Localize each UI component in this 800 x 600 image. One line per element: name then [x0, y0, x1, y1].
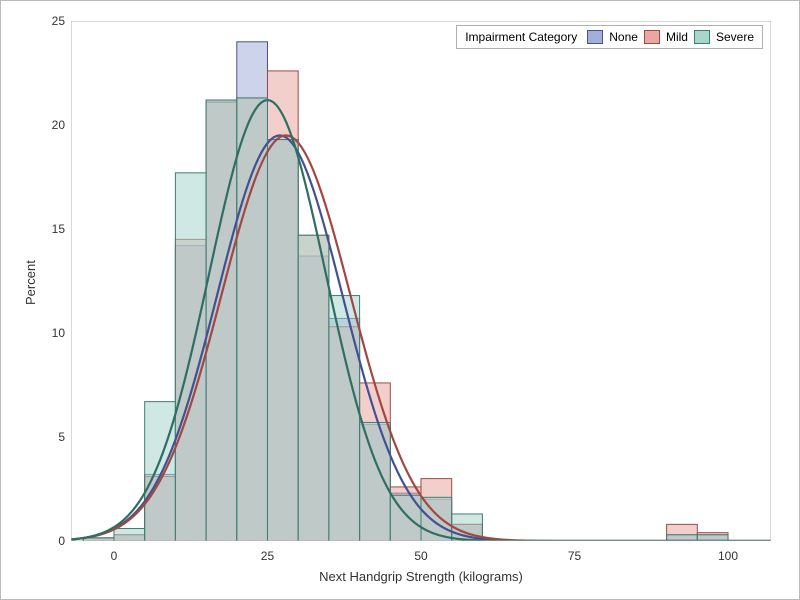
x-tick-label: 25: [261, 549, 274, 563]
y-axis-label: Percent: [23, 260, 38, 305]
x-tick-label: 100: [718, 549, 738, 563]
x-axis-label: Next Handgrip Strength (kilograms): [71, 569, 771, 584]
legend-title: Impairment Category: [465, 30, 577, 44]
bar-severe: [114, 529, 145, 541]
y-tick-label: 10: [41, 326, 65, 340]
legend-label-severe: Severe: [716, 30, 754, 44]
x-tick-label: 75: [568, 549, 581, 563]
legend-swatch-mild: [644, 30, 660, 44]
legend-label-mild: Mild: [666, 30, 688, 44]
chart-frame: Percent Next Handgrip Strength (kilogram…: [0, 0, 800, 600]
legend-label-none: None: [609, 30, 638, 44]
plot-area: [71, 21, 771, 541]
bar-severe: [267, 140, 298, 541]
plot-svg: [71, 21, 771, 541]
bar-severe: [298, 235, 329, 541]
bar-severe: [360, 422, 391, 541]
x-tick-label: 50: [414, 549, 427, 563]
y-tick-label: 25: [41, 14, 65, 28]
y-tick-label: 20: [41, 118, 65, 132]
legend-swatch-severe: [694, 30, 710, 44]
bar-severe: [145, 402, 176, 541]
legend-swatch-none: [587, 30, 603, 44]
x-tick-label: 0: [111, 549, 118, 563]
y-tick-label: 15: [41, 222, 65, 236]
bar-severe: [329, 296, 360, 541]
legend: Impairment Category None Mild Severe: [456, 25, 763, 49]
y-tick-label: 5: [41, 430, 65, 444]
y-tick-label: 0: [41, 534, 65, 548]
bar-severe: [237, 98, 268, 541]
